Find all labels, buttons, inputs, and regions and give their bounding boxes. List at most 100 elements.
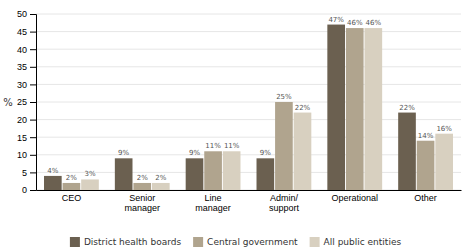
x-tick-label-line: Admin/ (270, 193, 299, 203)
grid-line (36, 190, 461, 191)
x-axis-line (37, 190, 462, 191)
data-label: 9% (189, 149, 200, 157)
x-axis: CEOSeniormanagerLinemanagerAdmin/support… (37, 190, 462, 213)
y-tick: 15 (17, 133, 36, 143)
y-tick-mark (30, 120, 36, 121)
y-tick-mark (30, 32, 36, 33)
y-tick: 50 (17, 9, 36, 19)
x-tick: Admin/support (269, 190, 300, 213)
legend-item: District health boards (70, 237, 182, 247)
data-label: 11% (205, 142, 221, 150)
bar (115, 158, 133, 190)
y-tick: 40 (17, 45, 36, 55)
y-tick: 35 (17, 62, 36, 72)
bar (346, 28, 364, 190)
grid-line (36, 172, 461, 173)
y-tick-label: 25 (17, 97, 27, 107)
data-label: 11% (224, 142, 240, 150)
data-label: 14% (418, 132, 434, 140)
y-tick: 5 (22, 168, 36, 178)
y-tick: 45 (17, 27, 36, 37)
data-label: 4% (47, 167, 58, 175)
grid-line (36, 31, 461, 32)
data-label: 46% (366, 19, 382, 27)
plot: 0 5 10 15 20 25 30 35 40 45 50 CEO Seniormanager Line… (17, 9, 462, 213)
data-label: 22% (399, 104, 415, 112)
x-tick-label: Admin/support (269, 193, 300, 213)
bar (294, 113, 312, 190)
y-tick-label: 35 (17, 62, 27, 72)
y-tick-mark (30, 172, 36, 173)
y-tick: 0 (22, 185, 36, 195)
x-tick-label-line: manager (195, 203, 231, 213)
legend-label: All public entities (324, 237, 402, 247)
y-tick-mark (30, 67, 36, 68)
bar (81, 179, 99, 190)
bar (152, 183, 170, 190)
data-label: 16% (436, 125, 452, 133)
bar (204, 151, 222, 190)
y-tick-label: 10 (17, 150, 27, 160)
bar (365, 28, 383, 190)
data-label: 3% (84, 170, 95, 178)
y-tick: 30 (17, 80, 36, 90)
grid-line (36, 84, 461, 85)
y-tick-mark (30, 49, 36, 50)
y-tick-label: 40 (17, 45, 27, 55)
grid-line (36, 154, 461, 155)
y-tick-mark (30, 14, 36, 15)
y-tick-label: 50 (17, 9, 27, 19)
y-tick-label: 30 (17, 80, 27, 90)
legend-swatch (310, 237, 320, 247)
bar (417, 141, 435, 190)
bar (275, 102, 293, 190)
x-tick: Seniormanager (124, 190, 160, 213)
x-tick-label-line: Operational (331, 193, 378, 203)
data-label: 2% (155, 174, 166, 182)
x-tick-label-line: Line (205, 193, 222, 203)
legend-swatch (70, 237, 80, 247)
legend-item: All public entities (310, 237, 402, 247)
y-tick-label: 20 (17, 115, 27, 125)
x-tick: Other (414, 190, 437, 203)
y-tick-mark (30, 190, 36, 191)
grid-line (36, 119, 461, 120)
grid-line (36, 102, 461, 103)
bar (435, 134, 453, 190)
y-tick: 20 (17, 115, 36, 125)
data-labels: 4%9%9%9%47%22%2%2%11%25%46%14%3%2%11%22%… (47, 16, 452, 182)
x-tick-label-line: Other (414, 193, 437, 203)
y-axis-label: % (3, 97, 13, 108)
x-tick-label-line: support (269, 203, 300, 213)
legend-label: Central government (207, 237, 298, 247)
y-tick-mark (30, 84, 36, 85)
x-tick-label: Other (414, 193, 437, 203)
bar (398, 113, 416, 190)
bar (44, 176, 62, 190)
y-tick: 10 (17, 150, 36, 160)
x-tick: Linemanager (195, 190, 231, 213)
bar (133, 183, 151, 190)
data-label: 46% (347, 19, 363, 27)
grid-line (36, 137, 461, 138)
bars (44, 25, 453, 190)
y-tick-mark (30, 155, 36, 156)
data-label: 2% (66, 174, 77, 182)
y-tick-mark (30, 137, 36, 138)
legend-label: District health boards (84, 237, 182, 247)
bar (63, 183, 81, 190)
legend-swatch (193, 237, 203, 247)
bar (327, 25, 345, 190)
legend: District health boards Central government… (70, 237, 402, 247)
x-tick-label-line: CEO (62, 193, 82, 203)
data-label: 2% (137, 174, 148, 182)
grid (36, 14, 461, 190)
x-tick: Operational (331, 190, 378, 203)
x-tick-label: Operational (331, 193, 378, 203)
x-tick-label-line: manager (124, 203, 160, 213)
y-tick: 25 (17, 97, 36, 107)
data-label: 9% (260, 149, 271, 157)
data-label: 47% (328, 16, 344, 24)
y-tick-label: 0 (22, 185, 27, 195)
x-tick-label: Linemanager (195, 193, 231, 213)
